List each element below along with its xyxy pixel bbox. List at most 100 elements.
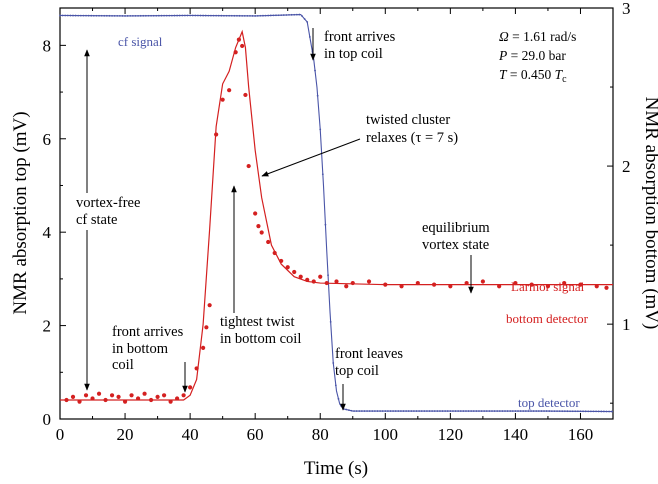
cf-signal-point <box>548 410 551 412</box>
cf-signal-point <box>223 14 225 17</box>
cf-signal-point <box>569 410 571 413</box>
cf-signal-point <box>431 410 434 412</box>
cf-signal-point <box>243 14 246 17</box>
cf-signal-point <box>72 14 74 17</box>
cf-signal-point <box>459 410 462 412</box>
cf-signal-point <box>230 14 233 17</box>
larmor-signal-point <box>562 280 567 286</box>
cf-signal-point <box>314 69 316 72</box>
cf-signal-point <box>90 14 93 17</box>
larmor-signal-point <box>109 393 115 398</box>
cf-signal-point <box>64 14 67 17</box>
x-tick-label: 160 <box>568 425 594 444</box>
x-tick-label: 100 <box>373 425 399 444</box>
cf-signal-point <box>118 15 121 17</box>
anno-twisted-1: twisted cluster <box>366 112 450 128</box>
anno-front-leaves-1: front leaves <box>335 346 403 362</box>
param-omega-symbol: Ω <box>499 29 509 44</box>
cf-signal-point <box>303 18 306 20</box>
larmor-signal-point <box>324 280 329 286</box>
larmor-signal-point <box>305 277 310 282</box>
cf-signal-point <box>550 410 553 412</box>
cf-signal-point <box>452 410 454 412</box>
cf-signal-point <box>316 94 319 97</box>
annotation-arrows <box>84 28 474 411</box>
larmor-signal-point <box>129 393 134 398</box>
cf-signal-point <box>295 13 298 16</box>
larmor-signal-point <box>103 397 108 403</box>
larmor-signal-point <box>194 366 199 371</box>
cf-signal-point <box>126 15 129 17</box>
larmor-signal-point <box>497 284 502 289</box>
larmor-signal-point <box>266 239 271 245</box>
larmor-signal-point <box>155 394 160 399</box>
label-bottom-detector: bottom detector <box>506 311 589 326</box>
cf-signal-point <box>256 14 259 17</box>
cf-signal-point <box>197 14 199 17</box>
cf-signal-point <box>462 410 465 412</box>
cf-signal-point <box>189 14 192 17</box>
x-tick-label: 40 <box>182 425 199 444</box>
cf-signal-point <box>116 14 119 17</box>
cf-signal-point <box>608 410 610 413</box>
y-left-tick-label: 2 <box>43 317 52 336</box>
anno-front-bottom-1: front arrives <box>112 324 184 340</box>
cf-signal-point <box>163 14 165 17</box>
larmor-signal-point <box>181 393 186 398</box>
cf-signal-point <box>410 410 413 412</box>
cf-signal-point <box>220 14 223 17</box>
x-axis-title: Time (s) <box>304 458 368 479</box>
larmor-signal-point <box>399 284 404 289</box>
cf-signal-point <box>173 14 176 17</box>
cf-signal-point <box>384 410 387 412</box>
cf-signal-point <box>332 362 335 364</box>
cf-signal-point <box>470 410 473 412</box>
cf-signal-point <box>92 14 95 17</box>
cf-signal-point <box>485 410 488 412</box>
param-omega-value: = 1.61 rad/s <box>509 29 577 44</box>
larmor-signal-point <box>480 279 485 284</box>
cf-signal-point <box>319 128 322 131</box>
cf-signal-point <box>264 14 267 17</box>
larmor-signal-point <box>207 303 212 308</box>
cf-signal-point <box>241 14 244 17</box>
larmor-signal-point <box>201 345 206 350</box>
cf-signal-point <box>186 14 189 17</box>
cf-signal-point <box>288 13 290 16</box>
cf-signal-point <box>446 410 449 412</box>
larmor-signal-point <box>285 265 290 270</box>
cf-signal-point <box>602 410 605 413</box>
y-right-axis-title: NMR absorption bottom (mV) <box>641 97 658 330</box>
param-temperature-symbol: T <box>499 67 508 82</box>
param-omega: Ω = 1.61 rad/s <box>499 29 576 44</box>
param-temperature: T = 0.450 Tc <box>499 67 567 85</box>
larmor-signal-point <box>243 92 248 98</box>
anno-tightest-2: in bottom coil <box>220 331 301 347</box>
x-tick-label: 80 <box>312 425 329 444</box>
cf-signal-point <box>87 14 90 17</box>
cf-signal-point <box>275 14 277 17</box>
larmor-signal-point <box>77 399 82 404</box>
larmor-signal-point <box>366 279 372 284</box>
cf-signal-point <box>95 14 98 17</box>
cf-signal-point <box>439 410 441 412</box>
cf-signal-point <box>131 14 134 17</box>
cf-signal-point <box>77 14 80 17</box>
plot-frame <box>59 7 614 420</box>
larmor-signal-point <box>122 399 128 404</box>
cf-signal-point <box>527 410 530 412</box>
cf-signal-point <box>155 14 158 17</box>
cf-signal-point <box>558 410 561 413</box>
x-axis-ticks: 0 20 40 60 80 100 120 140 160 <box>56 8 593 444</box>
cf-signal-point <box>530 410 532 412</box>
cf-signal-point <box>251 15 254 17</box>
larmor-signal-point <box>168 399 173 404</box>
cf-signal-point <box>124 15 126 17</box>
cf-signal-point <box>105 14 108 17</box>
cf-signal-point <box>537 410 540 412</box>
larmor-signal-point <box>344 284 349 289</box>
cf-signal-point <box>233 14 236 17</box>
cf-signal-point <box>269 14 272 17</box>
cf-signal-point <box>157 14 160 17</box>
